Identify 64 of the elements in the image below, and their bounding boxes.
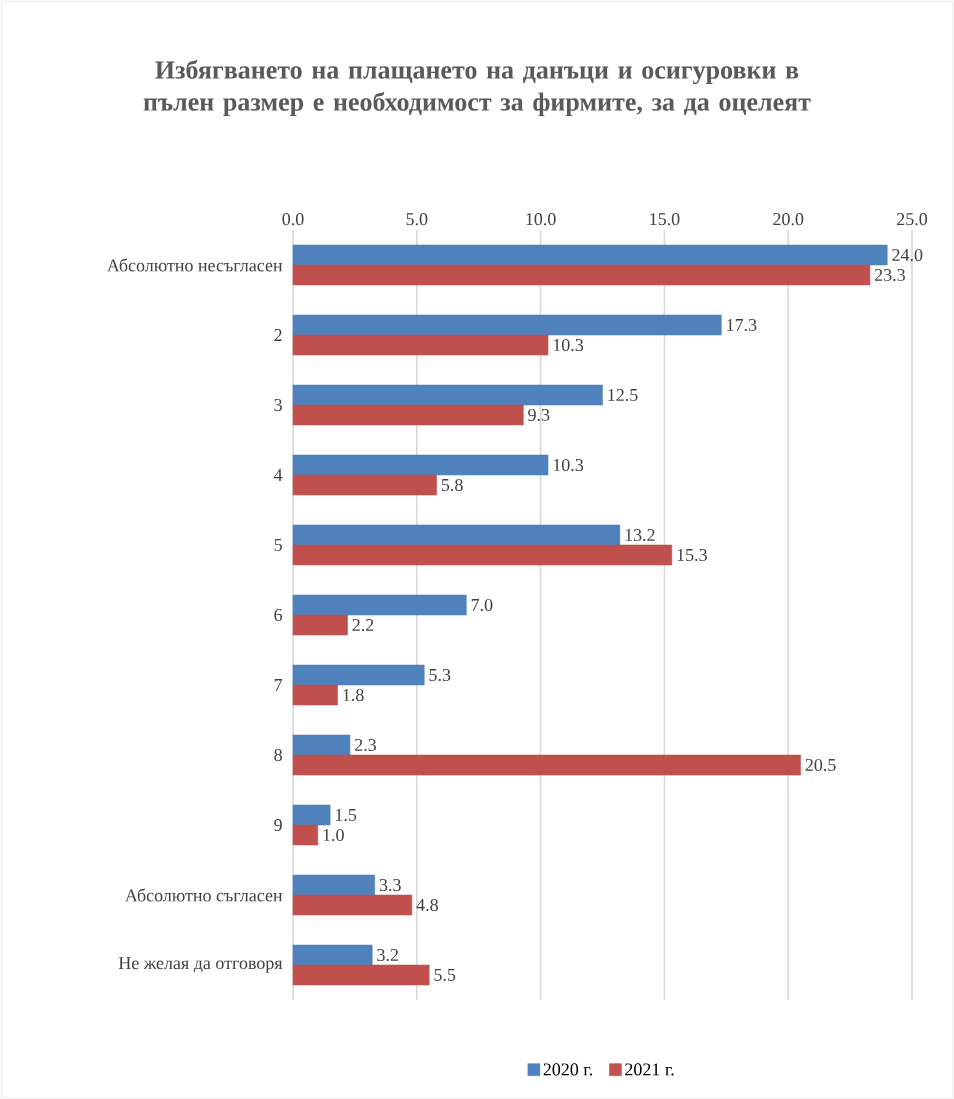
y-tick-label: Абсолютно несъгласен	[106, 258, 283, 272]
bar	[292, 454, 549, 476]
bar	[292, 964, 430, 986]
data-label: 4.8	[416, 898, 438, 912]
bar	[292, 404, 524, 426]
data-label: 9.3	[528, 408, 550, 422]
x-tick-label: 10.0	[526, 213, 556, 226]
bar	[292, 614, 348, 636]
data-label: 5.5	[434, 968, 456, 982]
y-tick-label: 6	[274, 608, 283, 622]
bar	[292, 384, 603, 406]
bar	[292, 944, 373, 966]
y-tick-label: 5	[274, 539, 282, 551]
y-tick-label: 2	[274, 329, 282, 341]
y-tick-label: Не желая да отговоря	[118, 957, 283, 973]
y-tick-label: 8	[274, 748, 282, 762]
data-label: 12.5	[608, 388, 638, 402]
bar	[292, 754, 801, 776]
bar	[292, 594, 467, 616]
bar	[292, 874, 375, 896]
bar	[292, 524, 621, 546]
y-tick-label: Абсолютно съгласен	[125, 888, 283, 902]
data-label: 1.8	[343, 688, 364, 702]
y-tick-label: 9	[274, 818, 282, 832]
data-label: 10.3	[553, 458, 584, 472]
data-label: 10.3	[553, 338, 584, 352]
data-label: 23.3	[874, 268, 905, 282]
data-label: 24.0	[892, 248, 923, 262]
x-tick-label: 15.0	[650, 213, 680, 226]
data-label: 3.2	[377, 948, 399, 962]
legend-label: 2021 г.	[625, 1063, 674, 1076]
data-label: 17.3	[727, 318, 757, 332]
data-label: 1.0	[323, 828, 344, 842]
y-tick-label: 4	[273, 469, 283, 481]
x-tick-label: 0.0	[282, 213, 304, 226]
bar	[292, 824, 319, 846]
bar	[292, 664, 425, 686]
x-tick-label: 25.0	[897, 213, 928, 226]
data-label: 2.2	[352, 618, 374, 632]
bar	[292, 334, 549, 356]
bar	[292, 804, 331, 826]
bar	[292, 244, 888, 266]
x-tick-label: 5.0	[406, 213, 428, 226]
bar	[292, 684, 338, 706]
y-tick-label: 3	[274, 398, 282, 412]
bar	[292, 894, 413, 916]
bar	[292, 474, 437, 496]
data-label: 5.3	[429, 668, 451, 682]
bar	[292, 314, 722, 336]
data-label: 7.0	[471, 598, 493, 612]
chart-title: Избягването на плащането на данъци и осигуровки в пълен размер е необходимост за фирмите, за да оцелеят	[143, 59, 811, 117]
data-label: 20.5	[805, 758, 836, 772]
bar	[292, 264, 871, 286]
data-label: 2.3	[355, 738, 377, 752]
data-label: 1.5	[336, 808, 357, 822]
bar	[292, 544, 673, 566]
data-label: 15.3	[677, 548, 707, 562]
x-tick-label: 20.0	[773, 213, 804, 226]
data-label: 5.8	[441, 478, 463, 492]
data-label: 13.2	[625, 528, 655, 542]
bar	[292, 734, 351, 756]
legend-label: 2020 г.	[543, 1063, 592, 1076]
y-tick-label: 7	[274, 679, 283, 691]
data-label: 3.3	[379, 878, 401, 892]
